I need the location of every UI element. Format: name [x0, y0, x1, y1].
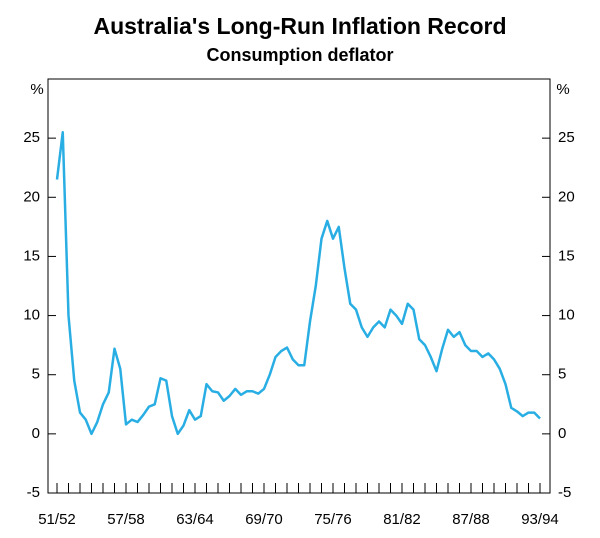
- chart-title: Australia's Long-Run Inflation Record: [93, 13, 506, 39]
- y2-tick-label: 10: [558, 307, 575, 324]
- y-tick-label: -5: [27, 484, 40, 501]
- y-tick-label: 15: [23, 247, 40, 264]
- y2-tick-label: 25: [558, 129, 575, 146]
- y2-axis-label: %: [556, 81, 569, 98]
- x-tick-label: 93/94: [521, 511, 559, 528]
- x-tick-label: 51/52: [38, 511, 76, 528]
- x-tick-label: 75/76: [314, 511, 352, 528]
- y2-tick-label: 20: [558, 188, 575, 205]
- x-tick-label: 63/64: [176, 511, 214, 528]
- y2-tick-label: 0: [558, 425, 566, 442]
- y-tick-label: 25: [23, 129, 40, 146]
- data-line: [55, 130, 541, 436]
- chart-subtitle: Consumption deflator: [207, 45, 394, 65]
- x-tick-label: 81/82: [383, 511, 421, 528]
- y2-tick-label: 5: [558, 366, 566, 383]
- x-tick-label: 87/88: [452, 511, 490, 528]
- y2-tick-label: -5: [558, 484, 571, 501]
- y-tick-label: 0: [32, 425, 40, 442]
- x-tick-label: 57/58: [107, 511, 145, 528]
- plot-frame: [47, 78, 551, 494]
- y-axis-label: %: [30, 81, 43, 98]
- x-tick-label: 69/70: [245, 511, 283, 528]
- y2-tick-label: 15: [558, 247, 575, 264]
- y-tick-label: 20: [23, 188, 40, 205]
- y-tick-label: 10: [23, 307, 40, 324]
- y-tick-label: 5: [32, 366, 40, 383]
